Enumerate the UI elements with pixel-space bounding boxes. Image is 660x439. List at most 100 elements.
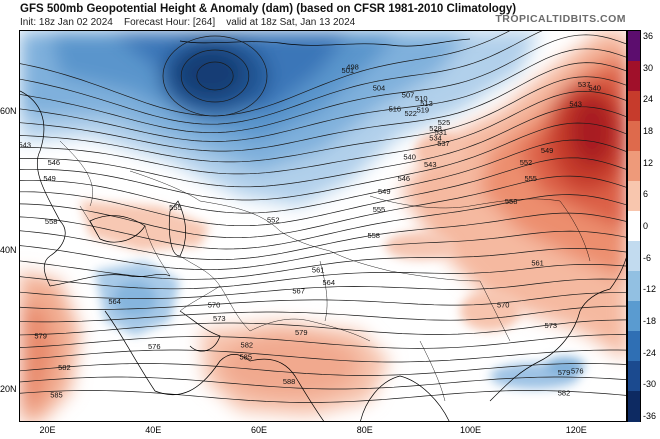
contour-value-label: 579	[558, 368, 571, 377]
longitude-label: 120E	[565, 425, 587, 435]
colorbar-swatch	[628, 241, 640, 272]
contour-value-text: 510	[415, 94, 428, 103]
contour-value-label: 498	[346, 63, 359, 72]
contour-value-text: 537	[578, 80, 591, 89]
contour-value-text: 507	[402, 90, 415, 99]
contour-value-text: 567	[292, 286, 305, 295]
contour-value-label: 543	[569, 99, 582, 108]
coastline-arabian-peninsula	[154, 353, 251, 395]
positive-anomaly-zone	[385, 232, 455, 260]
contour-value-text: 540	[588, 83, 601, 92]
coastline-korea	[609, 257, 626, 290]
colorbar-swatch	[628, 331, 640, 362]
height-contour-line	[20, 175, 626, 239]
height-contour-line	[20, 31, 510, 117]
contour-value-text: 549	[43, 174, 56, 183]
contour-value-text: 570	[208, 300, 221, 309]
anomaly-colorbar	[627, 30, 641, 422]
height-contour-line	[20, 76, 626, 163]
longitude-label: 80E	[356, 425, 373, 435]
height-contour-line	[20, 264, 626, 290]
height-contour-line	[20, 212, 626, 260]
contour-value-label: 549	[541, 146, 554, 155]
colorbar-label: 36	[643, 31, 654, 41]
contour-value-text: 579	[295, 328, 308, 337]
colorbar-swatch	[628, 391, 640, 422]
colorbar-label: 30	[643, 62, 654, 73]
negative-anomaly-zone	[545, 357, 585, 375]
contour-value-text: 564	[323, 278, 336, 287]
height-contour-line	[20, 31, 543, 125]
height-contour-closed	[162, 35, 268, 117]
height-contour-line	[20, 334, 626, 349]
contour-value-label: 516	[389, 104, 402, 113]
height-contours	[20, 31, 626, 403]
contour-value-text: 531	[435, 128, 448, 137]
contour-value-label: 585	[239, 352, 252, 361]
height-contour-line	[20, 62, 626, 152]
colorbar-swatch	[628, 151, 640, 182]
height-contour-line	[20, 139, 626, 214]
coastline-bay-of-bengal	[360, 375, 401, 421]
contour-value-label: 579	[34, 332, 47, 341]
contour-value-label: 552	[520, 158, 533, 167]
contour-value-label: 540	[403, 152, 416, 161]
valid-time: valid at 18z Sat, Jan 13 2024	[226, 17, 356, 28]
contour-value-label: 579	[295, 328, 308, 337]
coastlines	[20, 38, 626, 421]
contour-value-text: 558	[45, 217, 58, 226]
contour-value-text: 543	[20, 140, 31, 149]
country-borders	[59, 140, 591, 402]
map-title: GFS 500mb Geopotential Height & Anomaly …	[20, 3, 517, 15]
contour-value-label: 525	[438, 118, 451, 127]
contour-value-text: 576	[148, 342, 161, 351]
height-contour-line	[20, 292, 626, 310]
contour-value-label: 588	[283, 377, 296, 386]
colorbar-label: 0	[643, 221, 649, 231]
contour-value-text: 549	[541, 146, 554, 155]
contour-value-label: 507	[402, 90, 415, 99]
contour-value-text: 552	[520, 158, 533, 167]
colorbar-swatch	[628, 121, 640, 152]
contour-value-label: 501	[342, 66, 355, 75]
contour-value-text: 573	[213, 314, 226, 323]
contour-value-label: 582	[558, 389, 571, 398]
colorbar-swatch	[628, 361, 640, 392]
contour-value-text: 564	[108, 297, 121, 306]
contour-value-label: 558	[505, 197, 518, 206]
positive-anomaly-zone	[20, 301, 55, 411]
colorbar-labels: 36 30 24 18 12 6 0 -6 -12 -18 -24 -30 -36	[641, 30, 660, 422]
contour-value-label: 546	[48, 158, 61, 167]
height-contour-line	[20, 376, 626, 390]
colorbar-label: 12	[643, 157, 654, 168]
colorbar-swatch	[628, 301, 640, 332]
height-contour-line	[20, 363, 626, 376]
map-panel: 4985015045075105135165195225255285315345…	[19, 30, 627, 422]
contour-value-text: 516	[389, 104, 402, 113]
colorbar-swatch	[628, 211, 640, 242]
contour-value-label: 567	[292, 286, 305, 295]
contour-value-text: 582	[558, 389, 571, 398]
height-contour-line	[20, 34, 626, 134]
contour-value-label: 531	[435, 128, 448, 137]
height-contour-line	[20, 230, 626, 271]
contour-value-label: 513	[420, 99, 433, 108]
contour-value-label: 570	[497, 300, 510, 309]
contour-value-text: 585	[50, 391, 63, 400]
contour-value-text: 522	[404, 109, 417, 118]
height-contour-line	[20, 319, 626, 336]
contour-value-label: 558	[45, 217, 58, 226]
contour-value-label: 564	[323, 278, 336, 287]
height-contour-line	[20, 106, 626, 188]
contour-value-text: 576	[571, 366, 584, 375]
contour-value-label: 558	[367, 231, 380, 240]
contour-value-label: 534	[429, 134, 442, 143]
coastline-europe	[20, 90, 66, 287]
contour-value-label: 510	[415, 94, 428, 103]
contour-value-text: 546	[398, 174, 411, 183]
contour-value-label: 573	[213, 314, 226, 323]
colorbar-label: 24	[643, 94, 654, 105]
contour-value-text: 582	[241, 341, 254, 350]
map-subtitle: Init: 18z Jan 02 2024 Forecast Hour: [26…	[20, 17, 355, 28]
contour-value-text: 534	[429, 134, 442, 143]
